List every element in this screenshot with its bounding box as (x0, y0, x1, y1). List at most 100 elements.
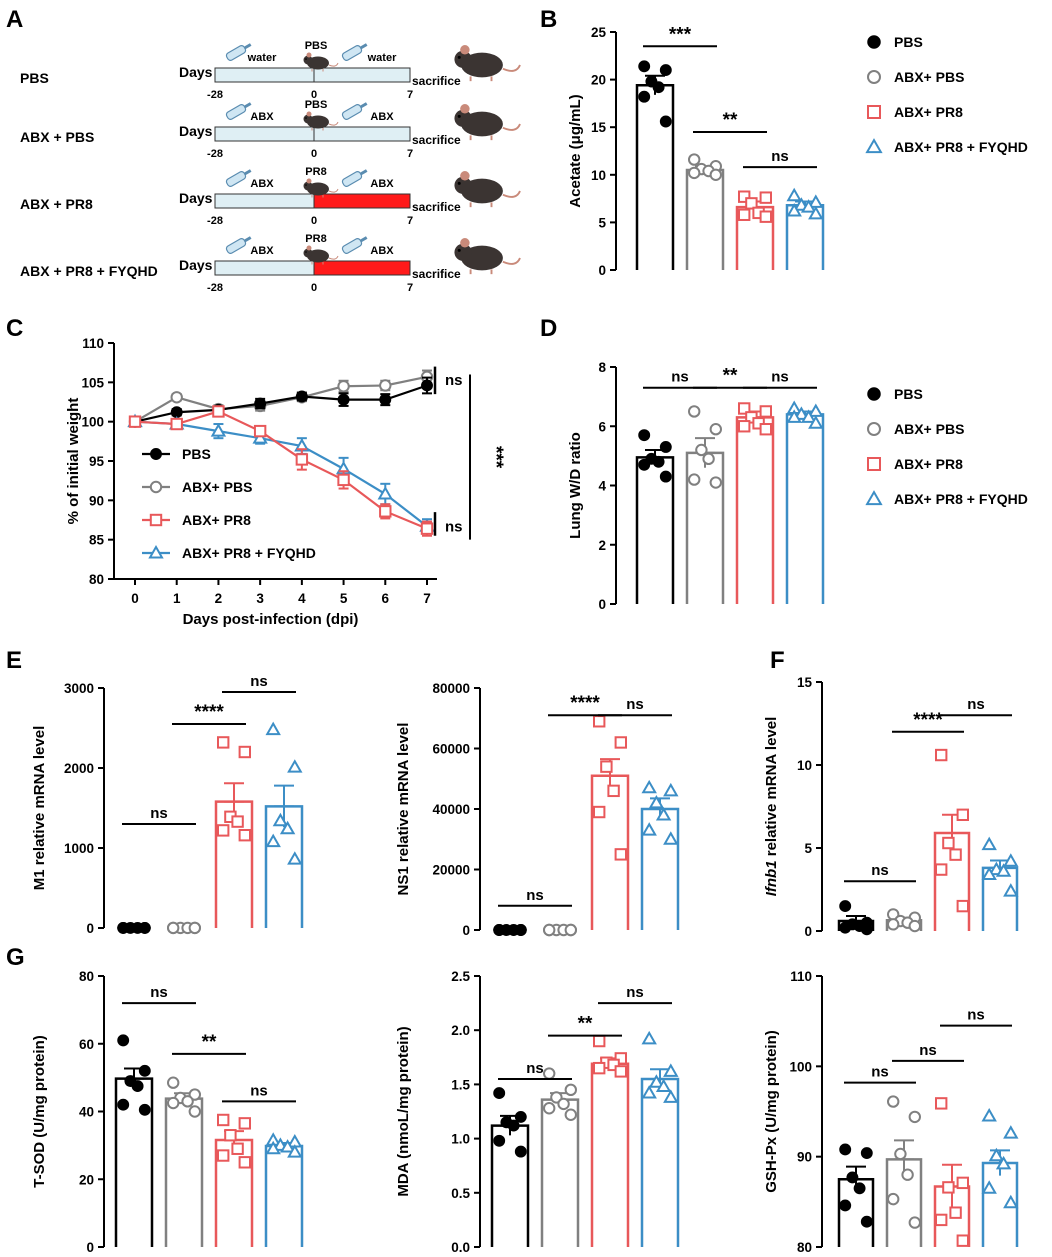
data-point (641, 779, 657, 794)
x-tick-label: 6 (382, 591, 390, 606)
data-point (663, 1063, 679, 1077)
data-point (908, 919, 921, 933)
mouse-ear (460, 104, 470, 114)
y-tick-label: 80 (797, 1240, 812, 1255)
days-label: Days (179, 257, 213, 273)
data-point (956, 899, 969, 913)
data-point (420, 522, 434, 535)
sig-label: ns (967, 1007, 985, 1024)
water-bottle-icon (225, 236, 252, 254)
mouse-ear (306, 52, 312, 58)
y-axis-label: Ifnb1 relative mRNA level (763, 717, 780, 897)
bottle-nozzle (359, 169, 368, 176)
y-tick-label: 6 (598, 419, 606, 434)
data-point (702, 452, 715, 466)
data-point (128, 415, 142, 428)
data-point (138, 1103, 151, 1116)
x-axis-label: Days post-infection (dpi) (183, 611, 359, 628)
mouse-ear (460, 45, 470, 55)
data-point (593, 805, 606, 819)
data-point (210, 423, 227, 437)
data-point (287, 759, 303, 773)
data-point (1003, 1194, 1019, 1209)
bottle-body (225, 104, 247, 120)
data-point (170, 417, 183, 431)
y-tick-label: 100 (81, 415, 104, 430)
data-point (738, 420, 751, 433)
data-point (981, 866, 997, 881)
timeline-pre (214, 260, 315, 276)
data-point (379, 379, 392, 392)
panel-label-f: F (770, 647, 785, 674)
mouse-head (303, 181, 313, 191)
y-tick-label: 3000 (64, 681, 94, 696)
data-point (641, 1085, 657, 1099)
x-tick-label: 4 (298, 591, 306, 606)
data-point (614, 736, 627, 749)
data-point (709, 168, 722, 182)
legend-label: ABX+ PBS (182, 479, 252, 495)
legend-marker (149, 513, 163, 527)
data-point (279, 820, 296, 835)
panel-label-b: B (540, 6, 557, 33)
bottle-body (225, 238, 247, 254)
bar (685, 168, 725, 270)
y-tick-label: 20000 (432, 863, 470, 878)
group-label: PBS (20, 70, 49, 86)
mouse-tail (328, 188, 339, 193)
data-point (808, 205, 824, 220)
mouse-icon (454, 45, 521, 82)
group-label: ABX + PR8 (20, 196, 93, 212)
mouse-head (454, 243, 472, 261)
data-point (295, 453, 309, 466)
mouse-tail (328, 255, 339, 260)
treatment-pre-label: water (247, 52, 277, 64)
data-point (638, 90, 651, 103)
mouse-tail (502, 123, 521, 131)
y-tick-label: 0.5 (451, 1186, 470, 1201)
bar (635, 84, 675, 270)
sig-label: ns (250, 1082, 268, 1099)
y-tick-label: 40 (79, 1105, 94, 1120)
mouse-eye (457, 181, 461, 185)
tick-label: 0 (311, 148, 317, 160)
data-point (738, 208, 751, 221)
y-axis-label: MDA (nmoL/mg protein) (395, 1026, 412, 1196)
mouse-tail (502, 190, 521, 198)
y-tick-label: 0 (86, 1240, 94, 1255)
legend-label: ABX+ PR8 (894, 104, 963, 120)
panel-a-schematic: PBS Days sacrifice -28 0 7 water PBS water ABX + … (20, 40, 521, 294)
legend-d: PBS ABX+ PBS ABX+ PR8 ABX+ PR8 + FYQHD (865, 386, 1028, 507)
data-point (188, 921, 202, 935)
mouse-head (303, 248, 313, 258)
data-point (793, 406, 810, 420)
data-point (217, 1113, 230, 1127)
data-point (238, 1117, 252, 1130)
legend-marker (865, 138, 883, 154)
data-point (493, 924, 506, 936)
data-point (956, 1234, 969, 1247)
mouse-body (461, 245, 503, 271)
data-point (493, 1087, 506, 1100)
data-point (593, 1061, 606, 1075)
bottle-nozzle (359, 43, 368, 50)
y-tick-label: 2000 (64, 761, 94, 776)
mouse-eye (457, 248, 461, 252)
data-point (709, 423, 722, 436)
y-axis-label: Acetate (μg/mL) (567, 94, 584, 207)
mouse-head (454, 109, 472, 127)
chart-g-gshpx: 80 90 100 110 GSH-Px (U/mg protein) ns ns ns (763, 969, 1019, 1255)
y-tick-label: 80 (79, 969, 94, 984)
bar (735, 416, 775, 604)
bottle-body (341, 171, 363, 187)
data-point (853, 1182, 866, 1195)
mouse-head (303, 114, 313, 124)
sig-label: ns (250, 673, 268, 690)
data-point (265, 1140, 281, 1155)
mouse-body (307, 249, 329, 263)
y-tick-label: 20 (79, 1172, 94, 1187)
data-point (839, 1143, 852, 1156)
sig-label: ** (578, 1014, 593, 1035)
series-line (134, 420, 428, 528)
data-point (860, 1215, 873, 1228)
